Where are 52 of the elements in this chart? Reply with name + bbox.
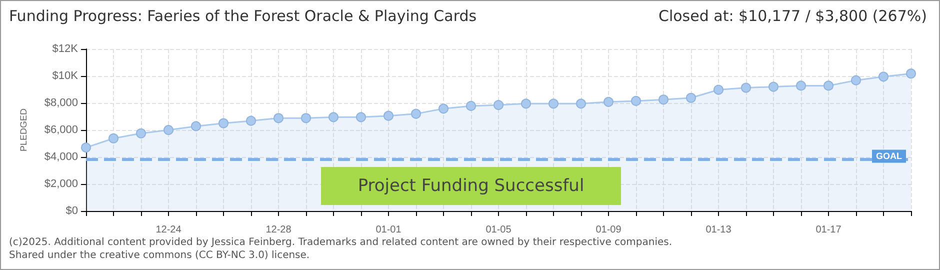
point: [246, 116, 256, 126]
point: [741, 82, 751, 93]
text: Shared under the creative commons (CC BY-NC 3.0) license.: [9, 250, 310, 261]
y-tick-label: $4,000: [44, 151, 78, 163]
point: [191, 121, 201, 132]
point: [521, 98, 531, 109]
point: [768, 82, 778, 92]
point: [108, 133, 118, 144]
y-tick-label: $2,000: [44, 178, 78, 190]
y-axis-title: PLEDGED: [18, 108, 28, 152]
point: [218, 118, 228, 128]
point: [438, 104, 448, 114]
y-tick-label: $6,000: [44, 124, 78, 136]
point: [576, 98, 586, 109]
y-tick-label: $10K: [52, 70, 79, 82]
point: [356, 112, 366, 122]
point: [81, 142, 91, 153]
y-tick-label: $8,000: [44, 97, 78, 109]
x-tick-label: 12-24: [156, 224, 182, 236]
x-tick-label: 12-28: [266, 224, 292, 236]
point: [658, 94, 668, 105]
ref-line-label: GOAL: [876, 151, 902, 162]
point: [274, 113, 284, 124]
point: [824, 80, 834, 91]
chart-title: Funding Progress: Faeries of the Forest Oracle & Playing Cards: [9, 7, 477, 25]
point: [411, 108, 421, 119]
success-banner: Project Funding Successful: [321, 167, 621, 205]
x-tick-label: 01-01: [376, 224, 402, 236]
y-tick-label: $0: [66, 205, 78, 217]
point: [136, 128, 146, 138]
x-tick-label: 01-13: [706, 224, 732, 236]
point: [301, 113, 311, 124]
point: [466, 100, 476, 111]
point: [686, 92, 696, 103]
point: [604, 96, 614, 107]
point: [494, 100, 504, 110]
x-tick-label: 01-17: [816, 224, 842, 236]
point: [384, 110, 394, 121]
point: [878, 72, 888, 82]
text: (c)2025. Additional content provided by Jessica Feinberg. Trademarks and related content are owned by their respective companies.: [9, 237, 672, 248]
point: [851, 75, 861, 86]
x-tick-label: 01-05: [486, 224, 512, 236]
x-tick-label: 01-09: [596, 224, 622, 236]
point: [906, 68, 916, 79]
point: [164, 125, 174, 135]
y-tick-label: $12K: [52, 43, 79, 55]
point: [714, 84, 724, 95]
point: [796, 80, 806, 91]
chart-subtitle: Closed at: $10,177 / $3,800 (267%): [658, 7, 927, 25]
point: [548, 98, 558, 109]
point: [328, 112, 338, 122]
point: [631, 96, 641, 106]
